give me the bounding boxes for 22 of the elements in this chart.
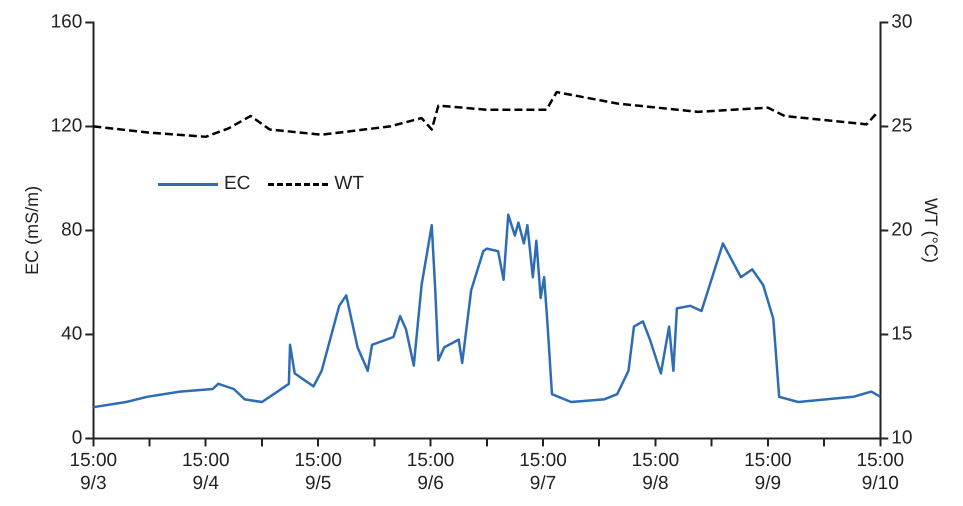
y-axis-title: EC (mS/m): [22, 186, 42, 275]
x-tick-label: 15:00 9/3: [70, 450, 118, 494]
y-tick-label: 80: [61, 220, 82, 241]
y-tick-label: 120: [50, 116, 82, 137]
y2-tick-label: 25: [891, 116, 912, 137]
y2-tick-label: 15: [891, 324, 912, 345]
x-tick-label: 15:00 9/4: [182, 450, 230, 494]
y-tick-label: 160: [50, 12, 82, 33]
legend-label: EC: [224, 173, 250, 195]
y-tick-label: 40: [61, 324, 82, 345]
y-tick-label: 0: [72, 428, 82, 449]
y2-axis-title: WT (°C): [921, 198, 942, 263]
x-tick-label: 15:00 9/8: [632, 450, 680, 494]
x-tick-label: 15:00 9/9: [744, 450, 792, 494]
x-tick-label: 15:00 9/6: [406, 450, 454, 494]
legend-label: WT: [334, 173, 364, 195]
y2-tick-label: 30: [891, 12, 912, 33]
x-tick-label: 15:00 9/10: [856, 450, 904, 494]
x-tick-label: 15:00 9/5: [294, 450, 342, 494]
y2-tick-label: 10: [891, 428, 912, 449]
y2-tick-label: 20: [891, 220, 912, 241]
x-tick-label: 15:00 9/7: [519, 450, 567, 494]
